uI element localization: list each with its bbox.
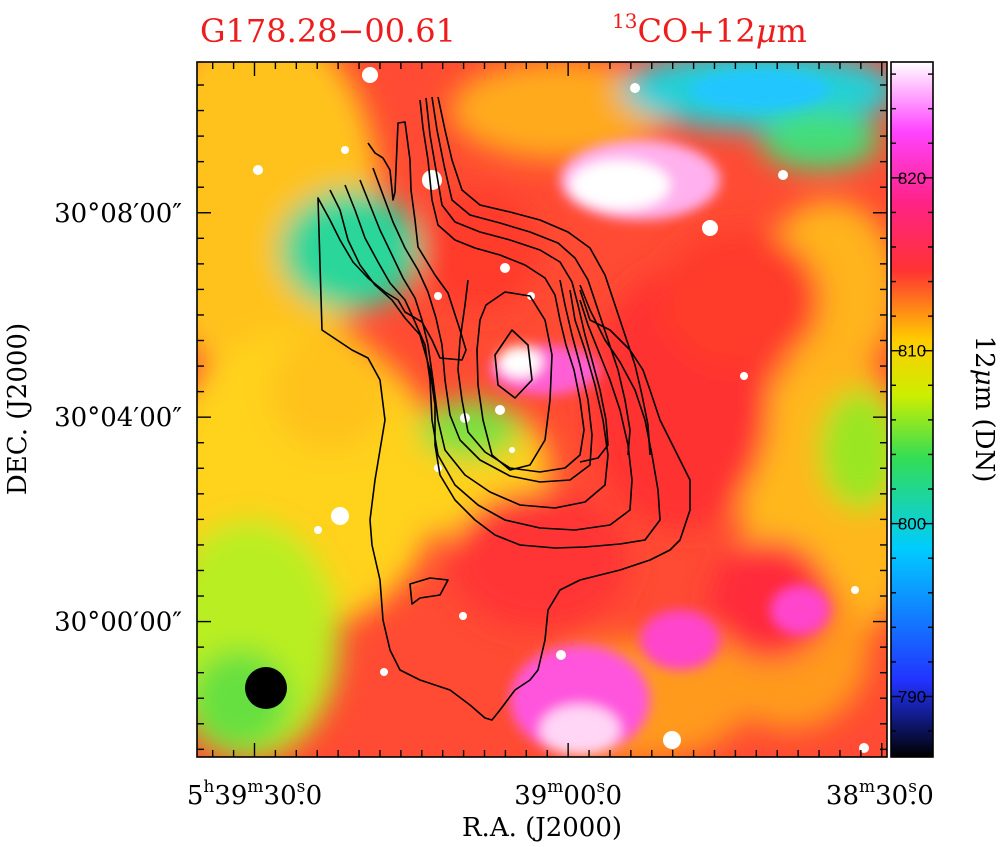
x-tick-label-1: 39m00s.0 [514, 777, 622, 811]
contour-core-outer [476, 291, 553, 471]
contour-island [409, 577, 449, 605]
y-axis-label: DEC. (J2000) [3, 323, 33, 495]
heatmap-image [197, 62, 887, 757]
co-contours [317, 96, 691, 721]
x-axis-label: R.A. (J2000) [462, 813, 622, 843]
colorbar-label: 12μm (DN) [969, 336, 999, 483]
y-tick-label-2: 30°00′00″ [54, 608, 182, 638]
x-tick-labels: 5h39m30s.0 39m00s.0 38m30s.0 [187, 777, 934, 811]
contour-level-9 [437, 96, 651, 456]
chart-title-source: G178.28−00.61 [200, 12, 456, 50]
contour-level-5 [372, 167, 593, 483]
colorbar-frame [890, 61, 934, 758]
x-tick-label-2: 38m30s.0 [826, 777, 934, 811]
axis-ticks [197, 62, 887, 757]
cbar-tick-label-1: 800 [898, 515, 926, 534]
beam-marker [245, 667, 287, 709]
plot-frame [196, 61, 888, 758]
cbar-tick-label-0: 790 [898, 687, 926, 706]
colorbar-ticks: 790 800 810 820 [891, 73, 933, 732]
y-tick-label-0: 30°08′00″ [54, 199, 182, 229]
contour-level-2 [329, 189, 661, 549]
cbar-tick-label-3: 820 [898, 169, 926, 188]
colorbar [891, 62, 933, 757]
contour-level-1 [317, 121, 691, 721]
contour-core-inner [494, 329, 533, 399]
cbar-tick-label-2: 810 [898, 342, 926, 361]
x-tick-label-0: 5h39m30s.0 [187, 777, 322, 811]
y-tick-label-1: 30°04′00″ [54, 403, 182, 433]
contour-level-7 [425, 97, 609, 463]
chart-title-tracer: 13CO+12μm [612, 9, 807, 50]
contour-level-4 [359, 179, 609, 509]
contour-level-3 [344, 184, 633, 531]
contour-level-6 [419, 99, 585, 473]
contour-level-8 [431, 96, 631, 456]
y-tick-labels: 30°08′00″ 30°04′00″ 30°00′00″ [54, 199, 182, 638]
